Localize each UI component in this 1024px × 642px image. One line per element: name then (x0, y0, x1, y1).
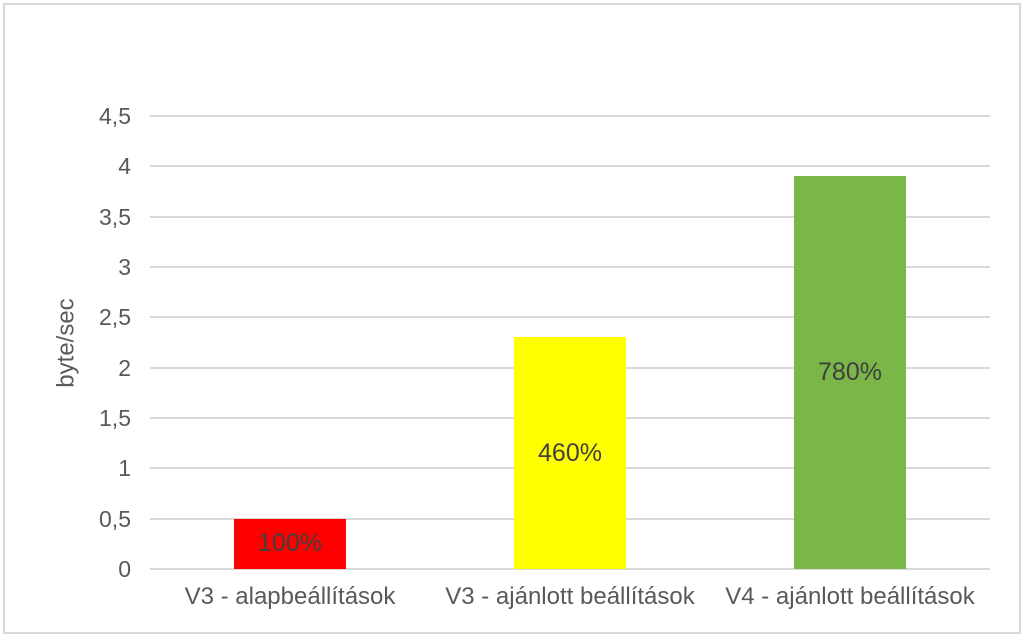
bar-value-label: 460% (538, 438, 602, 467)
bar-3: 780% (794, 176, 906, 569)
plot-area: 100% 460% 780% (150, 115, 990, 570)
bar-slot: 780% (710, 176, 990, 569)
x-category-label: V3 - alapbeállítások (184, 583, 396, 610)
x-category-label: V3 - ajánlott beállítások (445, 583, 695, 610)
gridline (150, 115, 990, 117)
gridline (150, 215, 990, 218)
gridline (150, 568, 990, 570)
bar-slot: 100% (150, 518, 430, 569)
y-axis-ticks: 0 0,5 1 1,5 2 2,5 3 3,5 4 4,5 (41, 5, 131, 642)
bar-value-label: 100% (258, 529, 322, 558)
x-axis-area: V3 - alapbeállítások V3 - ajánlott beállí… (150, 583, 990, 623)
y-tick-label: 4 (118, 153, 131, 180)
y-tick-label: 2 (118, 354, 131, 381)
chart-frame: byte/sec 0 0,5 1 1,5 2 2,5 3 3,5 4 4,5 100% 460% 78… (3, 3, 1021, 634)
y-tick-label: 0,5 (99, 505, 131, 532)
bar-2: 460% (514, 337, 626, 569)
bar-slot: 460% (430, 337, 710, 569)
bar-1: 100% (234, 518, 346, 569)
y-tick-label: 3 (118, 254, 131, 280)
y-tick-label: 4,5 (99, 103, 131, 129)
gridline (150, 266, 990, 268)
gridline (150, 316, 990, 319)
x-category-label: V4 - ajánlott beállítások (725, 583, 975, 610)
y-tick-label: 3,5 (99, 203, 131, 230)
bar-value-label: 780% (818, 358, 882, 387)
y-tick-label: 1,5 (99, 405, 131, 431)
gridline (150, 165, 990, 168)
y-tick-label: 0 (118, 556, 131, 582)
y-tick-label: 2,5 (99, 304, 131, 331)
y-tick-label: 1 (118, 455, 131, 482)
